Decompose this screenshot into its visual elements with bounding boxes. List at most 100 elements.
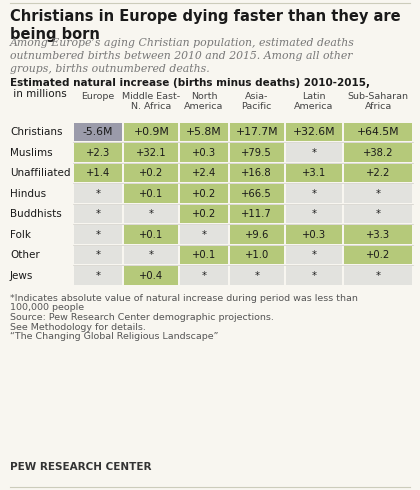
- Bar: [344, 225, 412, 244]
- Text: +32.6M: +32.6M: [293, 127, 336, 137]
- Bar: [181, 225, 228, 244]
- Bar: [230, 267, 284, 285]
- Bar: [230, 246, 284, 265]
- Bar: [74, 144, 122, 162]
- Text: +0.2: +0.2: [366, 250, 390, 260]
- Bar: [344, 144, 412, 162]
- Bar: [74, 205, 122, 223]
- Bar: [124, 267, 178, 285]
- Bar: [181, 123, 228, 142]
- Bar: [344, 185, 412, 203]
- Text: +5.8M: +5.8M: [186, 127, 222, 137]
- Bar: [74, 225, 122, 244]
- Text: *: *: [254, 271, 259, 281]
- Bar: [124, 123, 178, 142]
- Text: *: *: [312, 148, 317, 158]
- Text: *: *: [96, 250, 101, 260]
- Text: Estimated natural increase (births minus deaths) 2010-2015,: Estimated natural increase (births minus…: [10, 78, 370, 88]
- Bar: [124, 246, 178, 265]
- Text: +0.1: +0.1: [139, 230, 163, 240]
- Bar: [74, 246, 122, 265]
- Text: Buddhists: Buddhists: [10, 209, 62, 219]
- Text: *: *: [149, 250, 154, 260]
- Text: +16.8: +16.8: [241, 168, 272, 178]
- Bar: [230, 185, 284, 203]
- Text: Christians in Europe dying faster than they are
being born: Christians in Europe dying faster than t…: [10, 9, 401, 42]
- Text: +66.5: +66.5: [241, 189, 272, 199]
- Bar: [286, 205, 342, 223]
- Text: Other: Other: [10, 250, 40, 260]
- Text: +0.3: +0.3: [302, 230, 326, 240]
- Text: *: *: [202, 230, 207, 240]
- Bar: [124, 185, 178, 203]
- Text: +38.2: +38.2: [363, 148, 394, 158]
- Bar: [181, 144, 228, 162]
- Bar: [286, 185, 342, 203]
- Text: +2.2: +2.2: [366, 168, 390, 178]
- Text: +9.6: +9.6: [244, 230, 269, 240]
- Text: Source: Pew Research Center demographic projections.: Source: Pew Research Center demographic …: [10, 313, 274, 322]
- Bar: [124, 225, 178, 244]
- Text: *Indicates absolute value of natural increase during period was less than: *Indicates absolute value of natural inc…: [10, 294, 358, 303]
- Text: Muslims: Muslims: [10, 148, 52, 158]
- Bar: [181, 205, 228, 223]
- Text: *: *: [96, 271, 101, 281]
- Text: Among Europe’s aging Christian population, estimated deaths
outnumbered births b: Among Europe’s aging Christian populatio…: [10, 38, 355, 74]
- Text: *: *: [312, 250, 317, 260]
- Text: +3.3: +3.3: [366, 230, 390, 240]
- Text: Jews: Jews: [10, 271, 33, 281]
- Text: Middle East-
N. Africa: Middle East- N. Africa: [122, 92, 181, 111]
- Text: Latin
America: Latin America: [294, 92, 334, 111]
- Text: *: *: [312, 271, 317, 281]
- Text: +3.1: +3.1: [302, 168, 326, 178]
- Bar: [74, 164, 122, 182]
- Text: +0.2: +0.2: [192, 189, 216, 199]
- Text: +0.1: +0.1: [139, 189, 163, 199]
- Text: Folk: Folk: [10, 230, 31, 240]
- Text: +0.2: +0.2: [139, 168, 163, 178]
- Text: Europe: Europe: [81, 92, 115, 101]
- Bar: [230, 205, 284, 223]
- Text: +2.3: +2.3: [86, 148, 110, 158]
- Text: +17.7M: +17.7M: [236, 127, 278, 137]
- Bar: [344, 246, 412, 265]
- Bar: [74, 123, 122, 142]
- Text: *: *: [96, 209, 101, 219]
- Bar: [230, 225, 284, 244]
- Bar: [230, 123, 284, 142]
- Text: *: *: [375, 189, 381, 199]
- Bar: [181, 246, 228, 265]
- Bar: [181, 185, 228, 203]
- Text: *: *: [375, 271, 381, 281]
- Text: +0.9M: +0.9M: [134, 127, 169, 137]
- Bar: [181, 267, 228, 285]
- Text: +79.5: +79.5: [241, 148, 272, 158]
- Bar: [344, 164, 412, 182]
- Text: +11.7: +11.7: [241, 209, 272, 219]
- Bar: [344, 267, 412, 285]
- Text: *: *: [375, 209, 381, 219]
- Text: +2.4: +2.4: [192, 168, 216, 178]
- Bar: [124, 205, 178, 223]
- Text: +1.4: +1.4: [86, 168, 110, 178]
- Text: “The Changing Global Religious Landscape”: “The Changing Global Religious Landscape…: [10, 332, 218, 341]
- Text: *: *: [149, 209, 154, 219]
- Text: +1.0: +1.0: [244, 250, 269, 260]
- Bar: [286, 246, 342, 265]
- Bar: [181, 164, 228, 182]
- Text: Christians: Christians: [10, 127, 63, 137]
- Text: Asia-
Pacific: Asia- Pacific: [241, 92, 272, 111]
- Text: *: *: [312, 189, 317, 199]
- Text: Sub-Saharan
Africa: Sub-Saharan Africa: [348, 92, 409, 111]
- Text: +0.2: +0.2: [192, 209, 216, 219]
- Bar: [286, 267, 342, 285]
- Text: +64.5M: +64.5M: [357, 127, 399, 137]
- Bar: [344, 205, 412, 223]
- Bar: [286, 144, 342, 162]
- Bar: [230, 144, 284, 162]
- Text: +0.3: +0.3: [192, 148, 216, 158]
- Text: +0.1: +0.1: [192, 250, 216, 260]
- Bar: [74, 267, 122, 285]
- Bar: [230, 164, 284, 182]
- Bar: [124, 144, 178, 162]
